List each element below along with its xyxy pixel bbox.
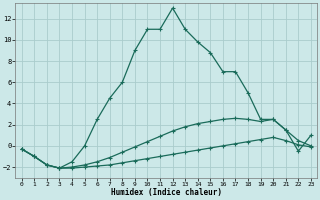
X-axis label: Humidex (Indice chaleur): Humidex (Indice chaleur) xyxy=(111,188,222,197)
